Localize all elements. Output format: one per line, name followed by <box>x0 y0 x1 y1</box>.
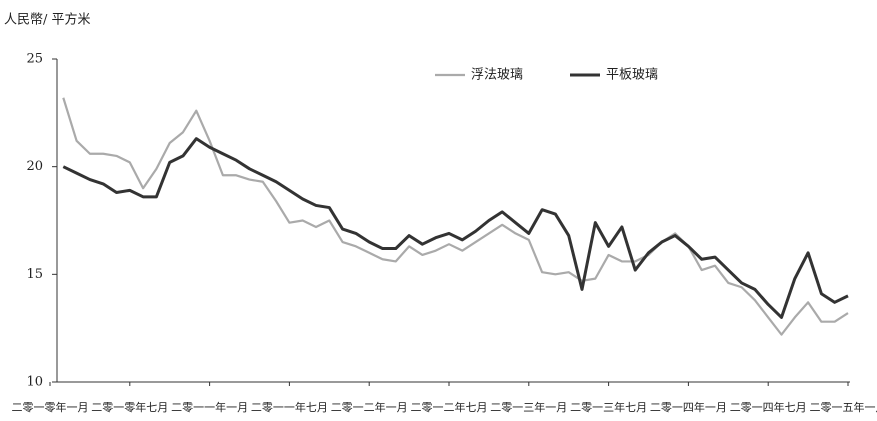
x-tick-label: 二零一五年一月 <box>810 400 877 414</box>
x-tick-label: 二零一四年七月 <box>730 400 807 414</box>
legend-label: 浮法玻璃 <box>471 68 523 83</box>
x-tick-label: 二零一四年一月 <box>650 400 727 414</box>
legend-label: 平板玻璃 <box>606 68 658 83</box>
series-line <box>63 98 848 335</box>
y-tick-label: 15 <box>26 267 43 282</box>
y-axis-label: 人民幣/ 平方米 <box>4 12 91 28</box>
series-line <box>63 139 848 318</box>
x-tick-label: 二零一一年七月 <box>251 400 328 414</box>
x-tick-label: 二零一零年七月 <box>91 400 168 414</box>
y-tick-label: 20 <box>26 159 43 174</box>
x-tick-label: 二零一三年一月 <box>490 400 567 414</box>
x-tick-label: 二零一二年一月 <box>331 400 408 414</box>
x-tick-label: 二零一一年一月 <box>171 400 248 414</box>
x-tick-label: 二零一零年一月 <box>12 400 89 414</box>
x-tick-label: 二零一二年七月 <box>411 400 488 414</box>
y-tick-label: 25 <box>26 52 43 67</box>
y-tick-label: 10 <box>26 375 43 390</box>
x-tick-label: 二零一三年七月 <box>570 400 647 414</box>
